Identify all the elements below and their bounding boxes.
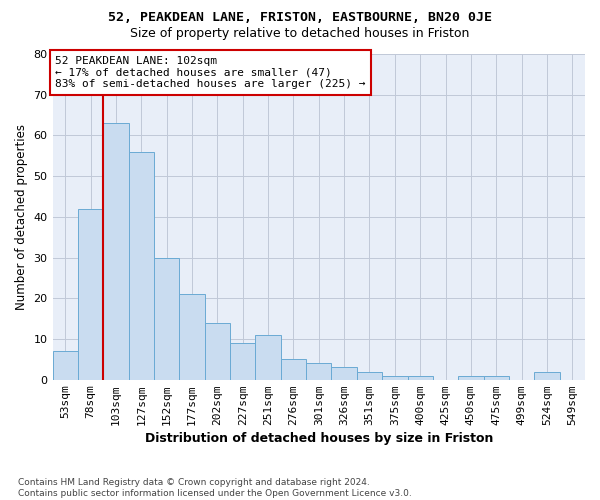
Bar	[281, 360, 306, 380]
Bar	[230, 343, 256, 380]
Bar	[458, 376, 484, 380]
X-axis label: Distribution of detached houses by size in Friston: Distribution of detached houses by size …	[145, 432, 493, 445]
Bar	[128, 152, 154, 380]
Text: 52, PEAKDEAN LANE, FRISTON, EASTBOURNE, BN20 0JE: 52, PEAKDEAN LANE, FRISTON, EASTBOURNE, …	[108, 11, 492, 24]
Bar	[179, 294, 205, 380]
Text: Size of property relative to detached houses in Friston: Size of property relative to detached ho…	[130, 28, 470, 40]
Bar	[534, 372, 560, 380]
Bar	[103, 123, 128, 380]
Bar	[154, 258, 179, 380]
Y-axis label: Number of detached properties: Number of detached properties	[15, 124, 28, 310]
Bar	[382, 376, 407, 380]
Bar	[306, 364, 331, 380]
Bar	[53, 351, 78, 380]
Bar	[407, 376, 433, 380]
Bar	[331, 368, 357, 380]
Bar	[205, 322, 230, 380]
Bar	[78, 208, 103, 380]
Bar	[256, 335, 281, 380]
Text: 52 PEAKDEAN LANE: 102sqm
← 17% of detached houses are smaller (47)
83% of semi-d: 52 PEAKDEAN LANE: 102sqm ← 17% of detach…	[55, 56, 365, 89]
Bar	[484, 376, 509, 380]
Text: Contains HM Land Registry data © Crown copyright and database right 2024.
Contai: Contains HM Land Registry data © Crown c…	[18, 478, 412, 498]
Bar	[357, 372, 382, 380]
